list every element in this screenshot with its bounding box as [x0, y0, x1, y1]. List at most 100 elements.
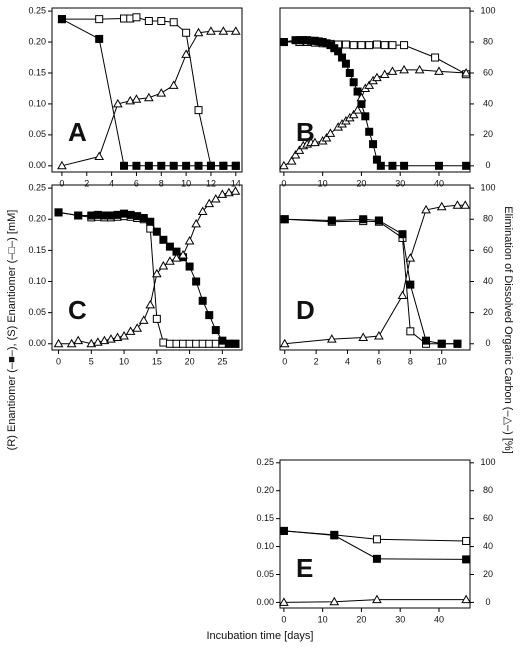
- plot-frame: [279, 7, 471, 173]
- x-tick-label: 5: [89, 356, 94, 366]
- y2-tick-label: 80: [483, 214, 493, 224]
- y-tick-label: 0.05: [256, 569, 274, 579]
- x-axis-label: Incubation time [days]: [206, 630, 313, 642]
- x-tick-label: 10: [437, 356, 447, 366]
- y2-tick-label: 20: [483, 569, 493, 579]
- square-marker: [159, 235, 168, 244]
- triangle-marker: [158, 260, 169, 270]
- x-tick-label: 15: [152, 356, 162, 366]
- y2-tick-label: 60: [483, 245, 493, 255]
- square-marker: [205, 339, 214, 348]
- square-marker: [341, 59, 350, 68]
- triangle-marker: [112, 332, 123, 342]
- x-tick-label: 30: [395, 614, 405, 624]
- square-marker: [437, 339, 446, 348]
- y-tick-label: 0.15: [28, 67, 46, 77]
- triangle-marker: [112, 98, 123, 108]
- triangle-marker: [145, 299, 156, 309]
- square-marker: [179, 339, 188, 348]
- square-marker: [365, 41, 374, 50]
- triangle-marker: [461, 67, 471, 77]
- y-tick-label: 0.25: [28, 5, 46, 15]
- triangle-marker: [279, 597, 289, 606]
- square-marker: [434, 161, 443, 170]
- square-marker: [57, 15, 66, 24]
- x-tick-label: 4: [109, 178, 114, 188]
- x-tick-label: 4: [345, 356, 350, 366]
- triangle-marker: [290, 149, 301, 159]
- panel-label: B: [296, 117, 315, 147]
- square-marker: [206, 161, 215, 170]
- triangle-marker: [364, 80, 375, 89]
- y2-tick-label: 60: [483, 513, 493, 523]
- square-marker: [388, 161, 397, 170]
- square-marker: [157, 16, 166, 25]
- triangle-marker: [217, 189, 228, 198]
- triangle-marker: [93, 337, 103, 346]
- triangle-marker: [156, 88, 167, 97]
- square-marker: [211, 339, 220, 348]
- y2-tick-label: 20: [483, 129, 493, 139]
- triangle-marker: [461, 594, 471, 604]
- triangle-marker: [356, 92, 367, 102]
- square-marker: [192, 277, 201, 286]
- square-marker: [159, 338, 168, 347]
- plot-frame: [51, 184, 243, 351]
- x-tick-label: 10: [318, 614, 328, 624]
- triangle-marker: [168, 80, 179, 89]
- x-tick-label: 0: [56, 356, 61, 366]
- square-marker: [406, 280, 415, 289]
- x-tick-label: 20: [356, 178, 366, 188]
- triangle-marker: [434, 66, 444, 75]
- square-marker: [353, 87, 362, 96]
- y2-axis-label: Elimination of Dissolved Organic Carbon …: [502, 206, 514, 454]
- square-marker: [132, 13, 141, 22]
- square-marker: [372, 554, 381, 563]
- square-marker: [453, 339, 462, 348]
- square-marker: [422, 336, 431, 345]
- triangle-marker: [94, 151, 105, 161]
- triangle-marker: [125, 326, 136, 335]
- triangle-marker: [53, 338, 64, 348]
- series-line: [283, 530, 467, 560]
- x-tick-label: 0: [282, 356, 287, 366]
- y-tick-label: 0.10: [256, 541, 274, 551]
- square-marker: [126, 210, 135, 219]
- square-marker: [120, 209, 129, 218]
- panel-label: E: [296, 553, 313, 583]
- triangle-marker: [452, 200, 463, 209]
- square-marker: [152, 314, 161, 323]
- square-marker: [372, 535, 381, 544]
- square-marker: [185, 262, 194, 271]
- square-marker: [327, 216, 336, 225]
- y-tick-label: 0.20: [28, 214, 46, 224]
- triangle-marker: [326, 334, 337, 343]
- square-marker: [157, 161, 166, 170]
- y-tick-label: 0.05: [28, 307, 46, 317]
- triangle-marker: [387, 66, 398, 75]
- square-marker: [219, 161, 228, 170]
- triangle-marker: [218, 26, 229, 35]
- square-marker: [388, 41, 397, 50]
- square-marker: [198, 296, 207, 305]
- y-tick-label: 0.20: [256, 485, 274, 495]
- x-tick-label: 2: [84, 178, 89, 188]
- y-tick-label: 0.05: [28, 129, 46, 139]
- triangle-marker: [372, 72, 382, 82]
- square-marker: [345, 68, 354, 77]
- square-marker: [132, 161, 141, 170]
- triangle-marker: [397, 290, 408, 300]
- square-marker: [374, 216, 383, 225]
- square-marker: [280, 215, 289, 224]
- triangle-marker: [329, 596, 340, 606]
- y2-tick-label: 0: [485, 597, 490, 607]
- x-tick-label: 40: [434, 614, 444, 624]
- x-tick-label: 12: [206, 178, 216, 188]
- triangle-marker: [230, 26, 241, 35]
- y2-tick-label: 0: [485, 338, 490, 348]
- triangle-marker: [405, 253, 416, 262]
- y-tick-label: 0.15: [28, 245, 46, 255]
- series-line: [61, 18, 236, 167]
- square-marker: [398, 230, 407, 239]
